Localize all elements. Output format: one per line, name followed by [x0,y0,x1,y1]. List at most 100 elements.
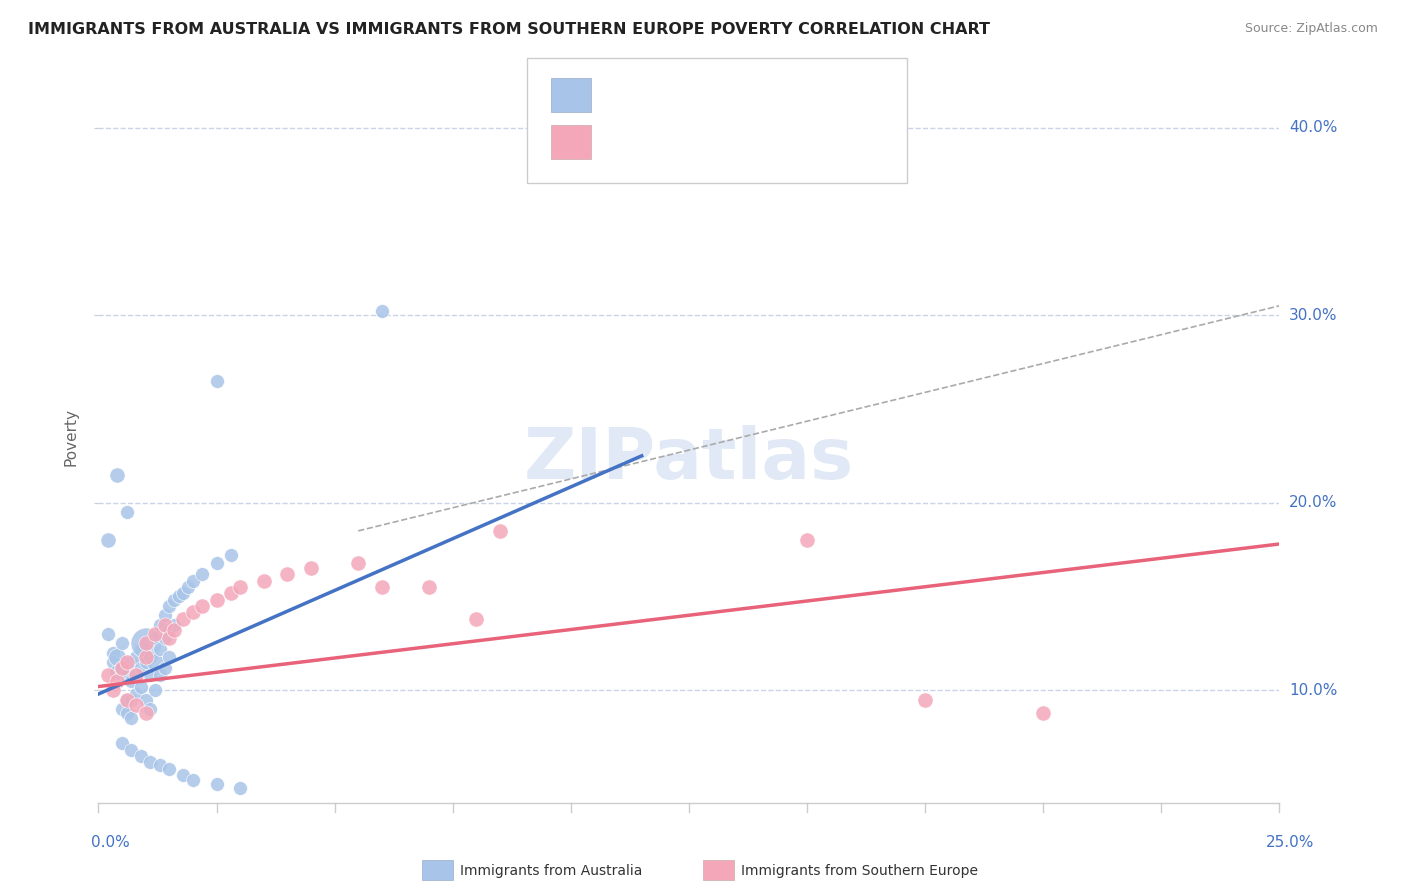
Point [229,780,252,795]
Point [205,777,228,791]
Point [157,649,180,664]
Point [135,636,157,650]
Text: 30.0%: 30.0% [1289,308,1337,323]
Point [97,533,120,548]
Point [181,773,204,788]
Point [139,702,162,716]
Point [111,702,134,716]
Point [163,617,186,632]
Point [115,692,138,706]
Text: 10.0%: 10.0% [1289,682,1337,698]
Point [489,524,512,538]
Point [276,566,298,581]
Point [163,624,186,638]
Point [153,661,176,675]
Point [219,548,242,562]
Point [125,649,148,664]
Point [105,673,128,688]
Point [139,649,162,664]
Point [347,556,370,570]
Point [181,574,204,589]
Point [149,758,172,772]
Point [125,687,148,701]
Point [177,580,200,594]
Point [371,304,394,318]
Point [157,599,180,613]
Text: R = 0.307   N = 63: R = 0.307 N = 63 [602,86,759,103]
Point [143,627,166,641]
Point [135,706,157,720]
Point [149,668,172,682]
Point [465,612,488,626]
Point [129,748,152,763]
Text: 25.0%: 25.0% [1267,836,1315,850]
Point [111,636,134,650]
Point [205,593,228,607]
Point [129,680,152,694]
Point [149,642,172,657]
Point [121,692,143,706]
Point [97,668,120,682]
Point [143,631,166,645]
Point [121,743,143,757]
Point [167,590,190,604]
Point [111,661,134,675]
Point [129,642,152,657]
Point [135,655,157,669]
Y-axis label: Poverty: Poverty [63,408,79,467]
Point [121,655,143,669]
Text: 0.0%: 0.0% [91,836,131,850]
Point [205,374,228,388]
Point [121,711,143,725]
Point [101,646,124,660]
Point [418,580,440,594]
Point [105,467,128,482]
Point [299,561,322,575]
Point [105,665,128,679]
Point [157,624,180,638]
Point [157,631,180,645]
Text: Immigrants from Southern Europe: Immigrants from Southern Europe [741,863,979,878]
Point [111,661,134,675]
Point [125,668,148,682]
Point [115,505,138,519]
Point [181,605,204,619]
Point [229,580,252,594]
Point [143,655,166,669]
Point [135,649,157,664]
Point [191,566,214,581]
Text: ZIPatlas: ZIPatlas [524,425,853,493]
Point [205,556,228,570]
Text: R = 0.309   N = 32: R = 0.309 N = 32 [602,133,759,151]
Point [153,617,176,632]
Point [129,661,152,675]
Text: 40.0%: 40.0% [1289,120,1337,135]
Point [219,586,242,600]
Point [125,698,148,713]
Point [115,692,138,706]
Point [371,580,394,594]
Point [172,586,194,600]
Point [105,649,128,664]
Point [111,736,134,750]
Point [115,668,138,682]
Point [1032,706,1054,720]
Point [139,755,162,769]
Text: Source: ZipAtlas.com: Source: ZipAtlas.com [1244,22,1378,36]
Point [121,673,143,688]
Point [135,636,157,650]
Point [253,574,276,589]
Text: Immigrants from Australia: Immigrants from Australia [460,863,643,878]
Point [101,655,124,669]
Point [115,655,138,669]
Point [796,533,818,548]
Point [163,593,186,607]
Point [97,627,120,641]
Text: IMMIGRANTS FROM AUSTRALIA VS IMMIGRANTS FROM SOUTHERN EUROPE POVERTY CORRELATION: IMMIGRANTS FROM AUSTRALIA VS IMMIGRANTS … [28,22,990,37]
Point [143,683,166,698]
Point [139,668,162,682]
Point [149,617,172,632]
Point [153,608,176,623]
Text: 20.0%: 20.0% [1289,495,1337,510]
Point [191,599,214,613]
